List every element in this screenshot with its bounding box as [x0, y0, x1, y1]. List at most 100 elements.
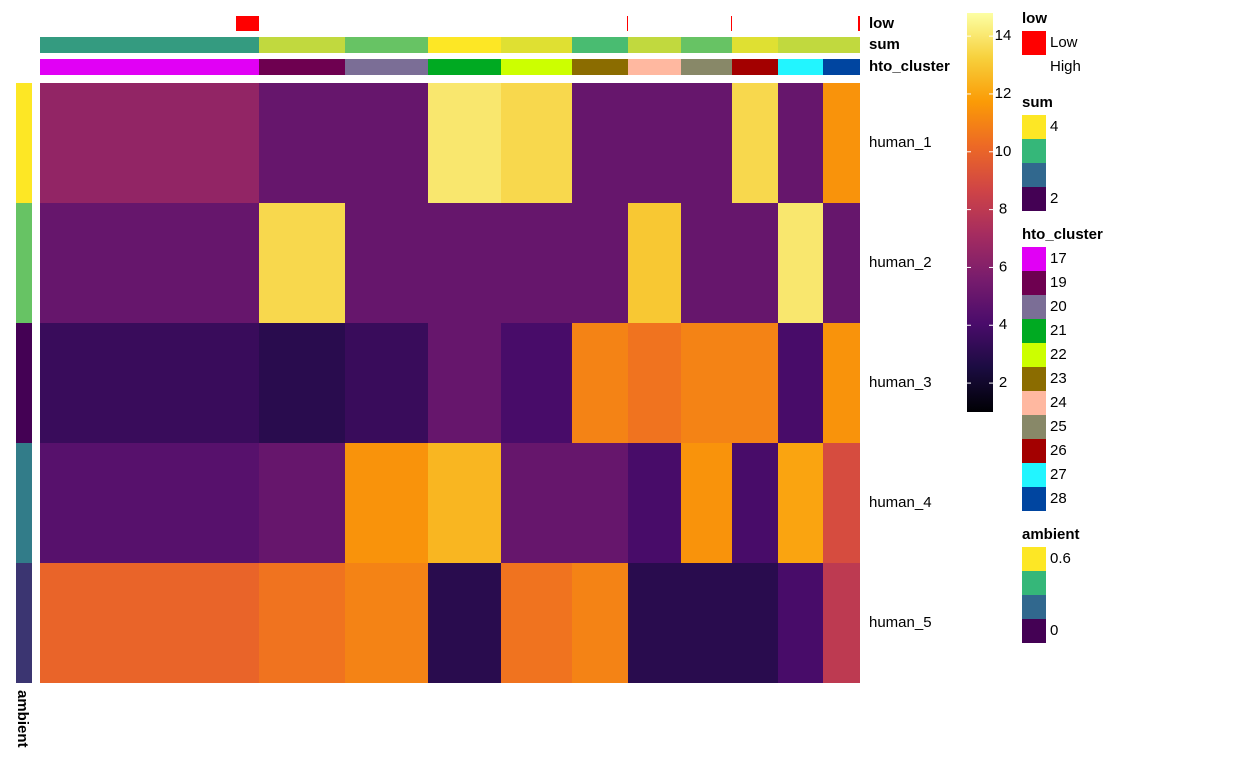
heatmap-cell	[628, 83, 681, 203]
heatmap-cell	[501, 83, 572, 203]
legend-swatch	[1022, 115, 1046, 139]
heatmap-cell	[823, 323, 860, 443]
legend-title: sum	[1022, 94, 1053, 111]
heatmap-cell	[501, 323, 572, 443]
heatmap-cell	[572, 323, 628, 443]
heatmap-cell	[428, 443, 501, 563]
low-flag	[731, 16, 732, 31]
legend-label: 4	[1050, 118, 1058, 135]
legend-label: 21	[1050, 322, 1067, 339]
row-label: human_3	[869, 374, 932, 391]
heatmap-cell	[778, 563, 823, 683]
row-label: human_5	[869, 614, 932, 631]
annotation-label: ambient	[14, 690, 31, 748]
heatmap-cell	[40, 83, 259, 203]
heatmap-cell	[572, 203, 628, 323]
heatmap-cell	[345, 83, 428, 203]
legend-swatch	[1022, 247, 1046, 271]
heatmap-cell	[428, 563, 501, 683]
heatmap-cell	[681, 443, 732, 563]
heatmap-cell	[572, 83, 628, 203]
hto-cell	[823, 59, 860, 75]
colorbar-label: 4	[999, 316, 1007, 333]
heatmap-cell	[823, 83, 860, 203]
legend-label: High	[1050, 58, 1081, 75]
legend-label: 22	[1050, 346, 1067, 363]
legend-swatch	[1022, 343, 1046, 367]
annotation-label: sum	[869, 36, 900, 53]
ambient-cell	[16, 563, 32, 683]
sum-cell	[572, 37, 628, 53]
legend-label: 25	[1050, 418, 1067, 435]
heatmap-cell	[345, 443, 428, 563]
legend-label: 24	[1050, 394, 1067, 411]
heatmap-cell	[345, 563, 428, 683]
annotation-label: low	[869, 15, 894, 32]
heatmap-cell	[681, 563, 732, 683]
heatmap-cell	[572, 443, 628, 563]
heatmap-cell	[40, 323, 259, 443]
heatmap-cell	[40, 203, 259, 323]
sum-cell	[778, 37, 823, 53]
heatmap-cell	[823, 443, 860, 563]
heatmap-cell	[259, 323, 345, 443]
legend-label: 20	[1050, 298, 1067, 315]
ambient-cell	[16, 443, 32, 563]
legend-label: 19	[1050, 274, 1067, 291]
ambient-cell	[16, 203, 32, 323]
legend-label: 28	[1050, 490, 1067, 507]
legend-label: Low	[1050, 34, 1078, 51]
heatmap-cell	[778, 203, 823, 323]
legend-title: hto_cluster	[1022, 226, 1103, 243]
sum-cell	[428, 37, 501, 53]
legend-label: 0.6	[1050, 550, 1071, 567]
hto-cell	[40, 59, 259, 75]
heatmap-cell	[259, 83, 345, 203]
low-flag	[627, 16, 628, 31]
hto-cell	[501, 59, 572, 75]
heatmap-cell	[628, 443, 681, 563]
legend-label: 0	[1050, 622, 1058, 639]
legend-label: 2	[1050, 190, 1058, 207]
hto-cell	[428, 59, 501, 75]
legend-swatch	[1022, 295, 1046, 319]
heatmap-cell	[823, 563, 860, 683]
row-label: human_4	[869, 494, 932, 511]
hto-cell	[572, 59, 628, 75]
legend-swatch	[1022, 367, 1046, 391]
heatmap-cell	[681, 323, 732, 443]
legend-swatch	[1022, 319, 1046, 343]
heatmap-cell	[681, 83, 732, 203]
heatmap-cell	[778, 83, 823, 203]
heatmap-cell	[778, 323, 823, 443]
legend-swatch	[1022, 163, 1046, 187]
legend-title: ambient	[1022, 526, 1080, 543]
heatmap-cell	[501, 563, 572, 683]
heatmap-cell	[628, 203, 681, 323]
heatmap-cell	[778, 443, 823, 563]
legend-swatch	[1022, 391, 1046, 415]
heatmap-cell	[732, 563, 778, 683]
heatmap-cell	[259, 443, 345, 563]
sum-cell	[501, 37, 572, 53]
legend-swatch	[1022, 415, 1046, 439]
legend-swatch	[1022, 595, 1046, 619]
legend-swatch	[1022, 547, 1046, 571]
row-label: human_1	[869, 134, 932, 151]
colorbar	[967, 13, 993, 412]
heatmap-cell	[732, 323, 778, 443]
colorbar-label: 6	[999, 258, 1007, 275]
legend-swatch	[1022, 187, 1046, 211]
colorbar-label: 12	[995, 85, 1012, 102]
heatmap-cell	[428, 323, 501, 443]
low-flag	[858, 16, 860, 31]
hto-cell	[732, 59, 778, 75]
sum-cell	[823, 37, 860, 53]
sum-cell	[259, 37, 345, 53]
heatmap-cell	[345, 323, 428, 443]
legend-label: 17	[1050, 250, 1067, 267]
heatmap-cell	[572, 563, 628, 683]
heatmap-cell	[40, 563, 259, 683]
sum-cell	[681, 37, 732, 53]
ambient-cell	[16, 83, 32, 203]
